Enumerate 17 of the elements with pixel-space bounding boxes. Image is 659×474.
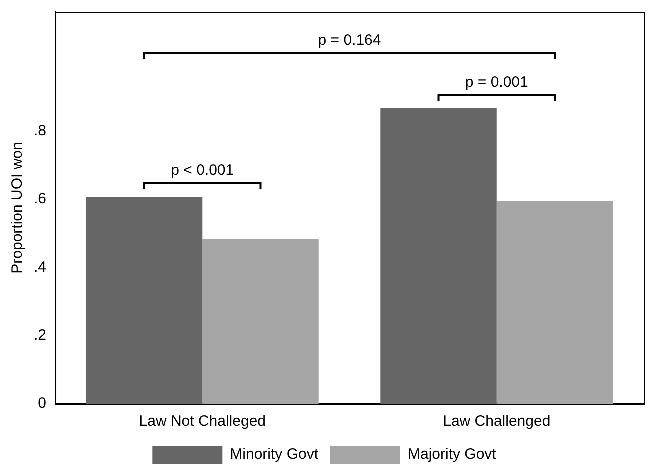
annotation: p = 0.001 <box>465 74 528 92</box>
y-tick-label: .8 <box>34 122 47 140</box>
bar <box>202 239 319 404</box>
legend-label: Majority Govt <box>408 446 498 464</box>
bar <box>380 108 497 404</box>
legend-label: Minority Govt <box>230 446 320 464</box>
y-tick-label: 0 <box>38 395 47 412</box>
x-tick-label: Law Not Challeged <box>139 413 266 430</box>
y-tick-label: .4 <box>34 258 47 276</box>
y-tick-label: .6 <box>34 190 47 208</box>
y-axis-title: Proportion UOI won <box>9 142 26 274</box>
x-tick-label: Law Challenged <box>443 413 551 430</box>
bar <box>496 202 614 404</box>
bar <box>86 197 203 404</box>
annotation: p = 0.164 <box>318 32 382 50</box>
y-tick-label: .2 <box>34 326 47 344</box>
annotation: p < 0.001 <box>171 162 234 180</box>
